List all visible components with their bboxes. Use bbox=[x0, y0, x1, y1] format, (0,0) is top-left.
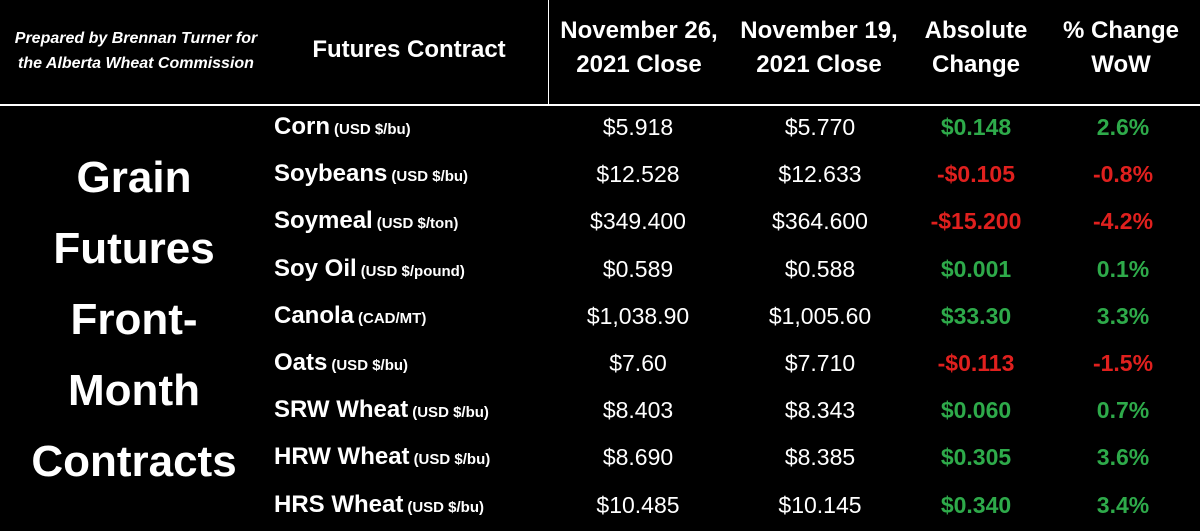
contract-unit: (USD $/ton) bbox=[376, 215, 459, 233]
header-abs-line2: Change bbox=[931, 51, 1020, 78]
contract-unit: (USD $/bu) bbox=[334, 121, 411, 138]
absolute-change: $33.30 bbox=[940, 302, 1012, 329]
contract-name: Corn (USD $/bu) bbox=[274, 104, 411, 150]
absolute-change: $0.305 bbox=[940, 444, 1012, 471]
group-label: Grain Futures Front- Month Contracts bbox=[0, 142, 268, 497]
pct-change: -0.8% bbox=[1092, 161, 1154, 188]
nov26-close: $5.918 bbox=[602, 114, 674, 140]
header-futures-contract: Futures Contract bbox=[312, 36, 506, 63]
nov26-close: $1,038.90 bbox=[586, 302, 690, 329]
table-header: Prepared by Brennan Turner for the Alber… bbox=[0, 0, 1200, 104]
contract-name: Soy Oil (USD $/pound) bbox=[274, 246, 465, 292]
nov19-close: $12.633 bbox=[778, 161, 862, 188]
group-label-line: Month bbox=[68, 366, 200, 415]
contract-label: Canola bbox=[274, 301, 355, 329]
absolute-change: -$0.105 bbox=[936, 161, 1015, 188]
nov19-close: $0.588 bbox=[784, 255, 856, 282]
group-label-line: Front- bbox=[70, 295, 198, 344]
credit-note: Prepared by Brennan Turner for the Alber… bbox=[4, 26, 268, 76]
pct-change: 0.1% bbox=[1096, 255, 1150, 282]
pct-change: -4.2% bbox=[1092, 208, 1154, 235]
nov19-close: $7.710 bbox=[784, 350, 856, 376]
absolute-change: $0.148 bbox=[940, 114, 1012, 140]
table-row: Oats (USD $/bu) $7.60 $7.710 -$0.113 -1.5% bbox=[0, 340, 1200, 386]
header-nov26-line2: 2021 Close bbox=[576, 51, 702, 78]
contract-label: Soymeal bbox=[274, 207, 373, 235]
nov26-close: $0.589 bbox=[602, 255, 674, 282]
table-row: Soymeal (USD $/ton) $349.400 $364.600 -$15.2… bbox=[0, 198, 1200, 244]
contract-unit: (USD $/bu) bbox=[412, 404, 489, 422]
contract-name: SRW Wheat (USD $/bu) bbox=[274, 387, 489, 433]
nov26-close: $10.485 bbox=[596, 491, 680, 518]
header-pct-line1: % Change bbox=[1062, 17, 1179, 44]
header-absolute-change: Absolute Change bbox=[906, 14, 1046, 82]
header-rule bbox=[0, 104, 1200, 106]
contract-label: Soybeans bbox=[274, 160, 388, 188]
contract-name: Canola (CAD/MT) bbox=[274, 293, 426, 339]
contract-name: Oats (USD $/bu) bbox=[274, 340, 408, 386]
credit-line-2: the Alberta Wheat Commission bbox=[18, 55, 254, 72]
nov26-close: $7.60 bbox=[609, 350, 667, 376]
nov19-close: $1,005.60 bbox=[768, 302, 872, 329]
header-nov19-line2: 2021 Close bbox=[756, 51, 882, 78]
group-label-line: Futures bbox=[53, 224, 215, 273]
contract-label: Oats bbox=[274, 349, 328, 376]
nov19-close: $364.600 bbox=[772, 208, 868, 235]
table-row: HRS Wheat (USD $/bu) $10.485 $10.145 $0.340 3… bbox=[0, 482, 1200, 528]
header-nov19: November 19, 2021 Close bbox=[732, 14, 906, 82]
contract-label: Corn bbox=[274, 113, 330, 140]
absolute-change: -$15.200 bbox=[930, 208, 1022, 235]
contract-unit: (USD $/bu) bbox=[413, 451, 491, 469]
contract-label: SRW Wheat bbox=[274, 396, 409, 424]
table-row: Soybeans (USD $/bu) $12.528 $12.633 -$0.105 -… bbox=[0, 151, 1200, 197]
contract-unit: (USD $/bu) bbox=[331, 357, 409, 374]
pct-change: -1.5% bbox=[1092, 350, 1154, 376]
contract-label: HRW Wheat bbox=[274, 443, 410, 471]
pct-change: 2.6% bbox=[1096, 114, 1150, 140]
nov26-close: $12.528 bbox=[596, 161, 680, 188]
nov19-close: $5.770 bbox=[784, 114, 856, 140]
header-nov26: November 26, 2021 Close bbox=[552, 14, 726, 82]
header-nov19-line1: November 19, bbox=[740, 17, 898, 44]
absolute-change: -$0.113 bbox=[937, 350, 1015, 376]
nov26-close: $349.400 bbox=[590, 208, 686, 235]
table-row: Soy Oil (USD $/pound) $0.589 $0.588 $0.001 0.… bbox=[0, 246, 1200, 292]
contract-name: Soymeal (USD $/ton) bbox=[274, 198, 458, 244]
contract-name: HRW Wheat (USD $/bu) bbox=[274, 434, 490, 480]
nov19-close: $8.385 bbox=[784, 444, 856, 471]
nov26-close: $8.690 bbox=[602, 444, 674, 471]
header-nov26-line1: November 26, bbox=[560, 17, 718, 44]
nov26-close: $8.403 bbox=[602, 397, 674, 424]
absolute-change: $0.001 bbox=[940, 255, 1012, 282]
contract-label: HRS Wheat bbox=[274, 490, 404, 518]
header-divider bbox=[548, 0, 549, 104]
contract-name: HRS Wheat (USD $/bu) bbox=[274, 482, 484, 528]
credit-line-1: Prepared by Brennan Turner for bbox=[14, 30, 258, 47]
contract-unit: (CAD/MT) bbox=[358, 309, 427, 327]
contract-name: Soybeans (USD $/bu) bbox=[274, 151, 468, 197]
group-label-line: Grain bbox=[76, 153, 192, 202]
header-pct-line2: WoW bbox=[1091, 51, 1151, 78]
contract-unit: (USD $/pound) bbox=[360, 262, 465, 280]
header-abs-line1: Absolute bbox=[924, 17, 1028, 44]
nov19-close: $10.145 bbox=[778, 491, 862, 518]
group-label-line: Contracts bbox=[31, 437, 237, 486]
absolute-change: $0.060 bbox=[940, 397, 1012, 424]
table-row: HRW Wheat (USD $/bu) $8.690 $8.385 $0.305 3.6… bbox=[0, 434, 1200, 480]
nov19-close: $8.343 bbox=[784, 397, 856, 424]
pct-change: 3.4% bbox=[1096, 491, 1150, 518]
header-pct-change: % Change WoW bbox=[1046, 14, 1196, 82]
contract-label: Soy Oil bbox=[274, 254, 357, 282]
contract-unit: (USD $/bu) bbox=[407, 498, 485, 516]
pct-change: 3.6% bbox=[1096, 444, 1150, 471]
table-row: Canola (CAD/MT) $1,038.90 $1,005.60 $33.30 3.… bbox=[0, 293, 1200, 339]
absolute-change: $0.340 bbox=[940, 491, 1012, 518]
table-row: Corn (USD $/bu) $5.918 $5.770 $0.148 2.6% bbox=[0, 104, 1200, 150]
contract-unit: (USD $/bu) bbox=[391, 168, 469, 186]
table-row: SRW Wheat (USD $/bu) $8.403 $8.343 $0.060 0.7… bbox=[0, 387, 1200, 433]
pct-change: 3.3% bbox=[1096, 302, 1150, 329]
pct-change: 0.7% bbox=[1096, 397, 1150, 424]
